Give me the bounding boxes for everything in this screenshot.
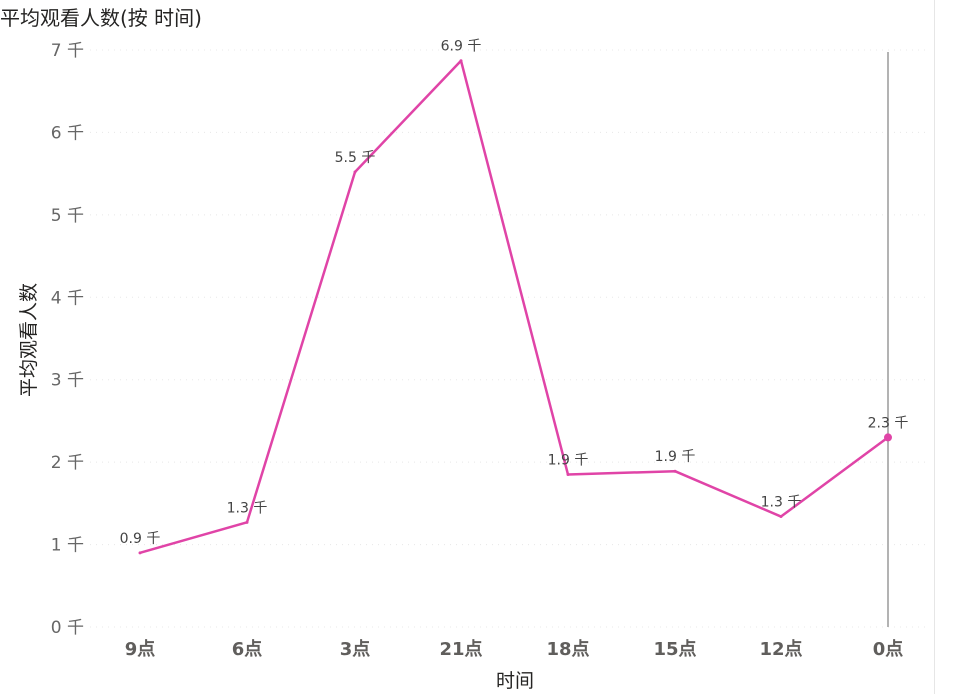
x-tick-label: 15点 [653, 638, 696, 660]
data-point[interactable] [353, 170, 357, 174]
x-tick-label: 3点 [340, 638, 371, 660]
y-tick-label: 1 千 [51, 536, 84, 556]
data-point[interactable] [884, 433, 892, 442]
y-tick-label: 5 千 [51, 206, 84, 226]
y-tick-label: 0 千 [51, 618, 84, 638]
data-label: 2.3 千 [868, 415, 909, 431]
data-point[interactable] [566, 473, 570, 477]
x-tick-label: 18点 [546, 638, 589, 660]
data-point[interactable] [459, 59, 463, 63]
data-point[interactable] [245, 520, 249, 524]
data-point[interactable] [779, 515, 783, 519]
data-label: 1.3 千 [227, 500, 268, 516]
data-point[interactable] [138, 551, 142, 555]
x-tick-label: 12点 [759, 638, 802, 660]
data-point[interactable] [673, 469, 677, 473]
y-tick-label: 7 千 [51, 41, 84, 61]
data-label: 5.5 千 [335, 150, 376, 166]
y-tick-label: 6 千 [51, 123, 84, 143]
chart-title: 平均观看人数(按 时间) [0, 6, 202, 30]
y-tick-label: 2 千 [51, 453, 84, 473]
data-label: 1.9 千 [655, 449, 696, 465]
x-tick-label: 0点 [873, 638, 904, 660]
y-tick-label: 3 千 [51, 371, 84, 391]
x-tick-label: 6点 [232, 638, 263, 660]
line-chart: 0 千 1 千 2 千 3 千 4 千 5 千 6 千 7 千 9点 6点 3点 21点 18点 15点… [18, 39, 930, 692]
data-label: 1.3 千 [761, 495, 802, 511]
data-label: 6.9 千 [441, 39, 482, 55]
y-tick-label: 4 千 [51, 288, 84, 308]
y-axis-title: 平均观看人数 [18, 283, 40, 397]
data-label: 1.9 千 [548, 453, 589, 469]
chart-frame: 平均观看人数(按 时间) 0 千 1 千 2 千 3 千 4 千 5 千 6 千 7 千 9点… [0, 0, 935, 694]
x-tick-label: 21点 [439, 638, 482, 660]
data-label: 0.9 千 [120, 531, 161, 547]
series-line [139, 59, 889, 555]
x-tick-label: 9点 [125, 638, 156, 660]
x-axis-title: 时间 [496, 670, 534, 692]
